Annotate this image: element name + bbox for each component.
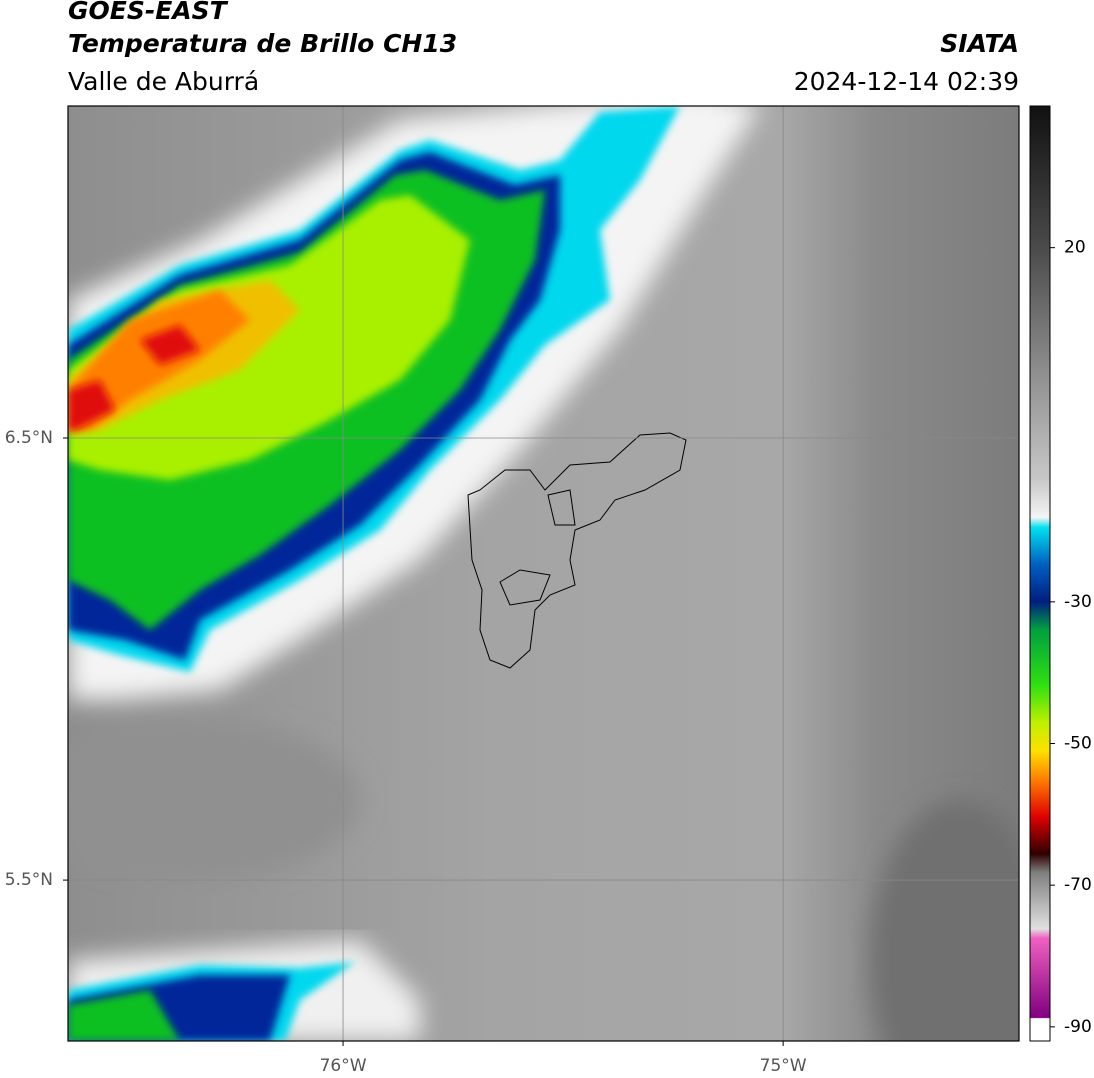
colorbar-tick-label: -90 bbox=[1064, 1017, 1092, 1037]
municipal-boundaries bbox=[467, 432, 687, 669]
x-tick-label: 76°W bbox=[320, 1056, 367, 1076]
colorbar-tick-label: -70 bbox=[1064, 875, 1092, 895]
colorbar bbox=[1029, 105, 1051, 1042]
title: GOES-EAST bbox=[68, 0, 229, 25]
x-tick-label: 75°W bbox=[760, 1056, 807, 1076]
map-frame bbox=[67, 105, 1020, 1042]
region: Valle de Aburrá bbox=[68, 67, 259, 96]
y-tick-label: 5.5°N bbox=[5, 870, 53, 890]
y-tick-label: 6.5°N bbox=[5, 428, 53, 448]
subtitle: Temperatura de Brillo CH13 bbox=[68, 29, 457, 58]
timestamp: 2024-12-14 02:39 bbox=[794, 67, 1019, 96]
colorbar-tick-label: -50 bbox=[1064, 734, 1092, 754]
colorbar-tick-label: -30 bbox=[1064, 592, 1092, 612]
colorbar-tick-label: 20 bbox=[1064, 238, 1086, 258]
source: SIATA bbox=[940, 29, 1019, 58]
graticule bbox=[68, 106, 1019, 1041]
satellite-image bbox=[68, 106, 1019, 1041]
